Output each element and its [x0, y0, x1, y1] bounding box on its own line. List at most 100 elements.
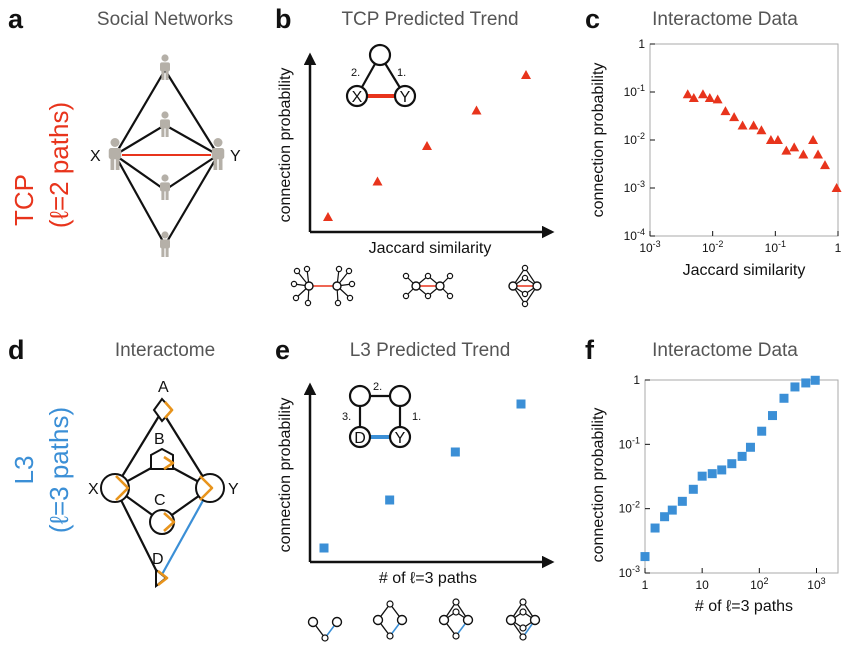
data-point-b [372, 176, 383, 186]
node-x2-label: X [88, 481, 99, 498]
node-y-label: Y [230, 148, 241, 165]
inset-l3-path-1: 1. [412, 411, 421, 423]
person-icon [160, 111, 170, 137]
panel-label-c: c [585, 4, 600, 34]
person-icon [211, 138, 225, 170]
panel-label-f: f [585, 335, 595, 365]
data-point-f [779, 393, 789, 403]
side-tcp-paths: (ℓ=2 paths) [44, 102, 74, 228]
x-tick-label: 102 [750, 576, 768, 592]
x-tick-label: 10 [695, 578, 709, 592]
data-point-c [765, 135, 776, 144]
x-tick-label: 1 [835, 241, 842, 255]
inset-y: Y [400, 89, 411, 106]
data-point-f [650, 523, 660, 533]
title-d: Interactome [115, 340, 215, 361]
data-point-b [471, 105, 482, 115]
inset-path-2: 2. [351, 67, 360, 79]
y-tick-label: 1 [638, 37, 645, 51]
data-point-c [704, 92, 715, 102]
ylabel-c: connection probability [590, 63, 607, 218]
l3-bottom-motifs [307, 598, 541, 642]
data-point-c [729, 112, 740, 122]
data-point-f [688, 484, 698, 494]
node-x-label: X [90, 148, 101, 165]
chart-c: 10-3 10-2 10-1 110-410-310-210-11 connectio… [590, 37, 842, 279]
inset-l3-path-3: 3. [342, 411, 351, 423]
chart-e: connection probability # of ℓ=3 paths D … [277, 381, 555, 587]
marks-c [682, 89, 842, 192]
title-e: L3 Predicted Trend [350, 340, 511, 361]
data-point-c [682, 89, 693, 99]
data-point-c [789, 142, 800, 152]
node-b-label: B [154, 431, 165, 448]
inset-d: D [354, 430, 366, 447]
data-point-c [720, 106, 731, 116]
marks-b [323, 70, 531, 221]
node-c-label: C [154, 492, 166, 509]
x-tick-label: 10-3 [639, 239, 660, 255]
data-point-c [748, 120, 759, 130]
data-point-c [781, 145, 792, 155]
y-tick-label: 10-3 [624, 179, 645, 195]
data-point-b [422, 141, 432, 150]
x-tick-label: 10-1 [765, 239, 786, 255]
data-point-f [717, 465, 727, 475]
y-tick-label: 10-2 [619, 500, 640, 516]
panel-label-a: a [8, 4, 24, 34]
data-point-f [677, 496, 687, 506]
data-point-b [521, 70, 531, 79]
side-l3-label: L3 [9, 456, 39, 485]
data-point-f [737, 451, 747, 461]
title-c: Interactome Data [652, 9, 798, 30]
data-point-e [516, 399, 526, 409]
panel-label-e: e [275, 335, 290, 365]
x-tick-label: 10-2 [702, 239, 723, 255]
l3-motif-inset: D Y 2. 3. 1. [342, 381, 421, 449]
inset-y2: Y [395, 430, 406, 447]
data-point-f [767, 411, 777, 421]
data-point-f [697, 471, 707, 481]
chart-b: connection probability Jaccard similarit… [277, 43, 555, 257]
marks-f [640, 375, 820, 562]
person-icon [108, 138, 122, 170]
data-point-c [808, 135, 819, 144]
chart-f: 1 10 102 103 10-3 10-2 10-1 1 connection probab… [590, 373, 839, 615]
data-point-e [450, 447, 460, 457]
inset-x: X [352, 89, 363, 106]
person-icon [160, 231, 170, 257]
xlabel-c: Jaccard similarity [683, 262, 806, 279]
y-tick-label: 10-1 [619, 435, 640, 451]
data-point-c [831, 183, 842, 192]
marks-e [319, 399, 526, 553]
y-tick-label: 10-1 [624, 83, 645, 99]
data-point-c [819, 160, 830, 170]
data-point-f [790, 382, 800, 392]
xlabel-e: # of ℓ=3 paths [379, 570, 477, 587]
data-point-e [385, 495, 395, 505]
data-point-f [810, 375, 820, 385]
data-point-c [737, 120, 748, 130]
side-tcp-label: TCP [9, 174, 39, 226]
tcp-bottom-motifs [290, 264, 542, 308]
y-tick-label: 10-3 [619, 564, 640, 580]
title-b: TCP Predicted Trend [341, 9, 518, 30]
data-point-f [640, 552, 650, 562]
data-point-f [745, 442, 755, 452]
title-f: Interactome Data [652, 340, 798, 361]
data-point-f [757, 426, 767, 436]
panel-label-b: b [275, 4, 292, 34]
y-tick-label: 10-4 [624, 227, 645, 243]
data-point-c [697, 89, 708, 99]
y-tick-label: 1 [633, 373, 640, 387]
data-point-c [688, 92, 699, 102]
xlabel-f: # of ℓ=3 paths [695, 598, 793, 615]
side-l3-paths: (ℓ=3 paths) [44, 407, 74, 533]
ylabel-f: connection probability [590, 408, 607, 563]
data-point-b [323, 212, 333, 221]
x-tick-label: 1 [642, 578, 649, 592]
node-a-label: A [158, 379, 169, 396]
data-point-f [707, 469, 717, 479]
data-point-c [712, 94, 723, 104]
data-point-f [801, 378, 811, 388]
